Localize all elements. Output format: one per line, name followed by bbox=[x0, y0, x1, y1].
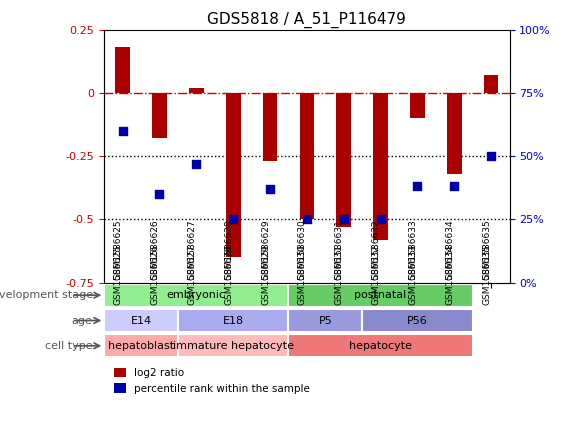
Bar bbox=[152, 93, 167, 138]
Bar bbox=[115, 47, 130, 93]
Bar bbox=[483, 75, 499, 93]
Text: immature hepatocyte: immature hepatocyte bbox=[173, 341, 294, 351]
Bar bbox=[263, 93, 277, 161]
Text: GSM1586634: GSM1586634 bbox=[445, 244, 455, 305]
Bar bbox=[226, 93, 240, 257]
Text: GSM1586626: GSM1586626 bbox=[151, 220, 159, 280]
Point bbox=[376, 216, 385, 223]
Text: E14: E14 bbox=[130, 316, 152, 326]
Point bbox=[486, 153, 496, 159]
FancyBboxPatch shape bbox=[104, 309, 178, 332]
Text: GSM1586626: GSM1586626 bbox=[151, 244, 159, 305]
Point bbox=[450, 183, 459, 190]
Text: GSM1586625: GSM1586625 bbox=[113, 244, 123, 305]
Bar bbox=[410, 93, 425, 118]
Text: GSM1586631: GSM1586631 bbox=[335, 220, 344, 280]
Title: GDS5818 / A_51_P116479: GDS5818 / A_51_P116479 bbox=[207, 12, 406, 28]
Text: GSM1586632: GSM1586632 bbox=[372, 220, 380, 280]
Text: GSM1586633: GSM1586633 bbox=[408, 244, 417, 305]
Text: GSM1586631: GSM1586631 bbox=[335, 244, 344, 305]
Bar bbox=[189, 88, 204, 93]
FancyBboxPatch shape bbox=[104, 284, 288, 307]
Text: GSM1586628: GSM1586628 bbox=[224, 220, 233, 280]
Text: GSM1586629: GSM1586629 bbox=[261, 220, 270, 280]
Text: GSM1586635: GSM1586635 bbox=[482, 220, 491, 280]
Text: GSM1586630: GSM1586630 bbox=[298, 244, 307, 305]
Text: embryonic: embryonic bbox=[167, 290, 226, 300]
Legend: log2 ratio, percentile rank within the sample: log2 ratio, percentile rank within the s… bbox=[109, 364, 314, 398]
Text: development stage: development stage bbox=[0, 290, 93, 300]
FancyBboxPatch shape bbox=[104, 335, 178, 357]
Point bbox=[192, 160, 201, 167]
FancyBboxPatch shape bbox=[178, 335, 288, 357]
Text: GSM1586627: GSM1586627 bbox=[188, 220, 196, 280]
Point bbox=[155, 191, 164, 198]
Bar bbox=[299, 93, 314, 220]
Bar bbox=[336, 93, 351, 227]
Text: cell type: cell type bbox=[45, 341, 93, 351]
Bar bbox=[447, 93, 461, 174]
Text: GSM1586625: GSM1586625 bbox=[113, 220, 123, 280]
Text: hepatocyte: hepatocyte bbox=[349, 341, 412, 351]
Text: GSM1586635: GSM1586635 bbox=[482, 244, 491, 305]
Point bbox=[339, 216, 349, 223]
Text: P5: P5 bbox=[318, 316, 332, 326]
FancyBboxPatch shape bbox=[288, 335, 472, 357]
Text: GSM1586632: GSM1586632 bbox=[372, 244, 380, 305]
Text: GSM1586630: GSM1586630 bbox=[298, 220, 307, 280]
Bar bbox=[373, 93, 388, 239]
Text: GSM1586629: GSM1586629 bbox=[261, 244, 270, 305]
Point bbox=[229, 216, 238, 223]
FancyBboxPatch shape bbox=[288, 284, 472, 307]
Point bbox=[118, 127, 127, 134]
FancyBboxPatch shape bbox=[362, 309, 472, 332]
Point bbox=[413, 183, 422, 190]
Text: GSM1586634: GSM1586634 bbox=[445, 220, 455, 280]
Text: age: age bbox=[72, 316, 93, 326]
Text: GSM1586628: GSM1586628 bbox=[224, 244, 233, 305]
Point bbox=[302, 216, 312, 223]
Text: hepatoblast: hepatoblast bbox=[108, 341, 174, 351]
Text: GSM1586633: GSM1586633 bbox=[408, 220, 417, 280]
Text: GSM1586627: GSM1586627 bbox=[188, 244, 196, 305]
Text: postnatal: postnatal bbox=[354, 290, 406, 300]
Point bbox=[265, 186, 274, 192]
FancyBboxPatch shape bbox=[178, 309, 288, 332]
FancyBboxPatch shape bbox=[288, 309, 362, 332]
Text: E18: E18 bbox=[222, 316, 244, 326]
Text: P56: P56 bbox=[407, 316, 428, 326]
